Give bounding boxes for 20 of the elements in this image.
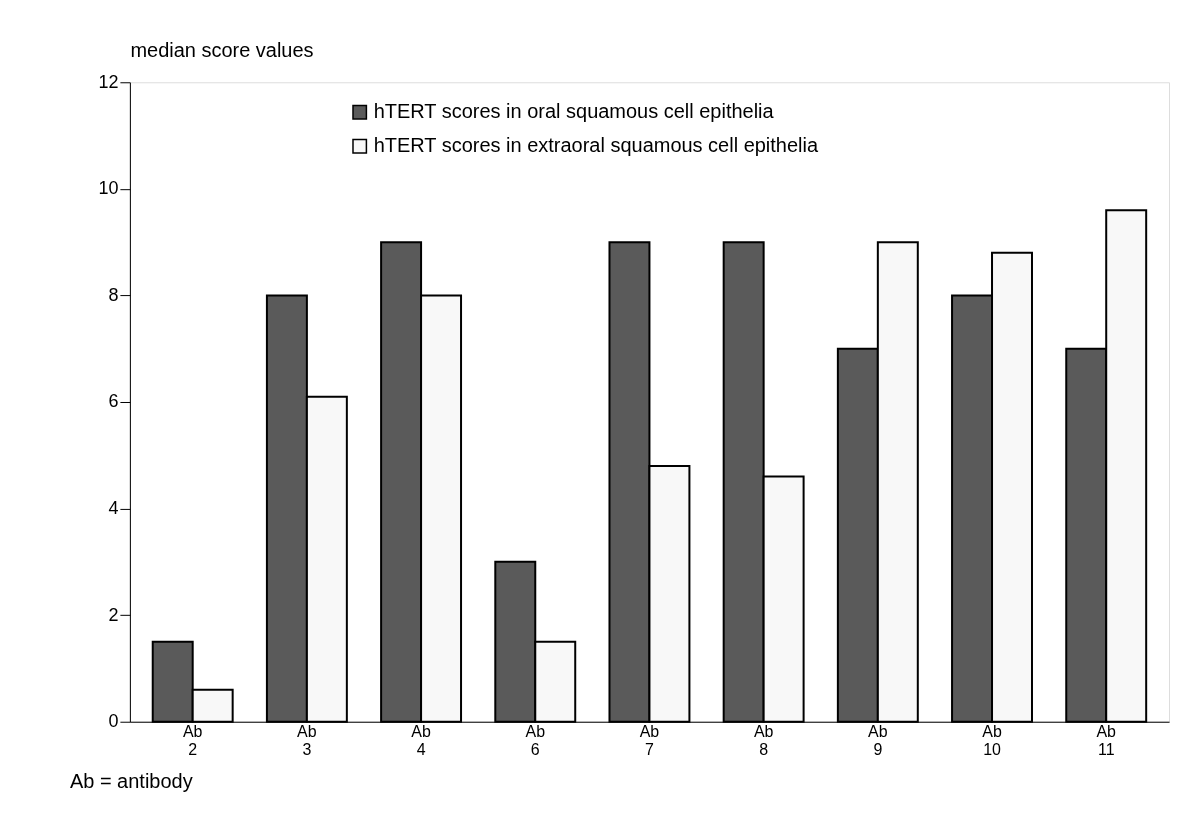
x-tick-label: Ab 8	[753, 723, 774, 759]
x-tick-label: Ab 11	[1096, 723, 1117, 759]
y-tick-label: 12	[98, 71, 119, 92]
x-tick-label: Ab 2	[182, 723, 203, 759]
text: Ab = antibody	[69, 769, 193, 792]
x-tick-label: Ab 9	[868, 723, 888, 759]
x-tick-label: Ab 3	[297, 723, 317, 759]
legend-label: hTERT scores in extraoral squamous cell epithelia	[373, 134, 819, 157]
x-tick-label: Ab 7	[639, 723, 660, 759]
x-tick-label: Ab 10	[982, 723, 1002, 759]
y-tick-label: 2	[108, 604, 119, 625]
legend-label: hTERT scores in oral squamous cell epithelia	[373, 100, 775, 123]
y-tick-label: 0	[108, 711, 119, 732]
y-tick-label: 8	[108, 284, 119, 305]
y-tick-label: 10	[98, 178, 119, 199]
y-tick-label: 4	[108, 498, 119, 519]
x-tick-label: Ab 4	[411, 723, 431, 759]
y-axis-title: median score values	[130, 38, 314, 61]
y-tick-label: 6	[108, 391, 119, 412]
x-tick-label: Ab 6	[525, 723, 546, 759]
